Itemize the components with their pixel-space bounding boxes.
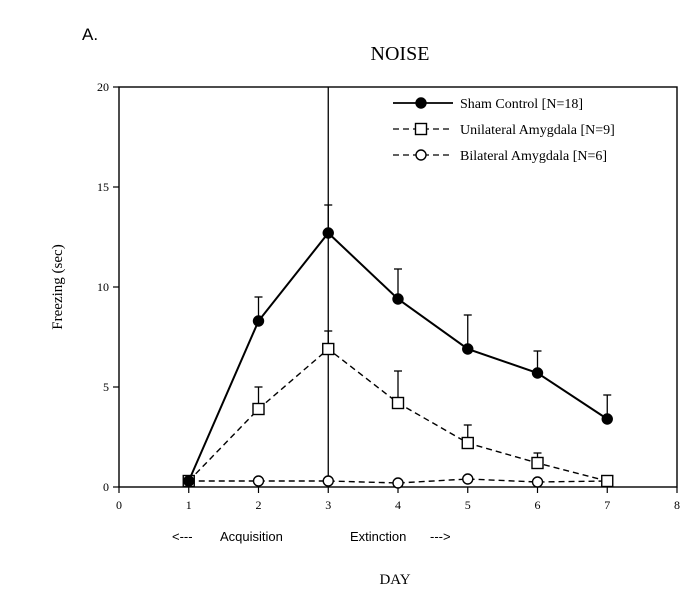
data-point-unilateral-amygdala <box>252 402 265 416</box>
data-point-unilateral-amygdala <box>601 474 614 488</box>
y-tick-label: 0 <box>103 480 109 494</box>
legend-label-bilateral-amygdala: Bilateral Amygdala [N=6] <box>460 149 607 164</box>
legend-label-unilateral-amygdala: Unilateral Amygdala [N=9] <box>460 123 615 138</box>
data-point-sham-control <box>531 367 544 379</box>
x-tick-label: 4 <box>395 498 401 512</box>
data-point-bilateral-amygdala <box>252 475 265 487</box>
y-tick-label: 15 <box>97 180 109 194</box>
plot-area: 0 1 2 3 4 5 6 7 8 0 5 10 15 20 <box>97 80 680 512</box>
y-axis-label: Freezing (sec) <box>50 244 66 329</box>
data-point-unilateral-amygdala <box>461 436 474 450</box>
data-point-sham-control <box>322 227 334 239</box>
data-point-sham-control <box>252 315 265 327</box>
axis-layer: 0 1 2 3 4 5 6 7 8 0 5 10 15 20 <box>97 80 680 512</box>
series-bilateral-amygdala <box>183 473 613 489</box>
series-unilateral-amygdala <box>182 330 614 488</box>
y-tick-label: 5 <box>103 380 109 394</box>
legend-entry-bilateral-amygdala: Bilateral Amygdala [N=6] <box>393 149 607 164</box>
legend-entry-sham-control: Sham Control [N=18] <box>393 97 583 112</box>
phase-left-arrow: <--- <box>172 529 193 544</box>
chart-title: NOISE <box>371 43 430 65</box>
phase-right-arrow: ---> <box>430 529 451 544</box>
data-point-bilateral-amygdala <box>462 473 474 485</box>
x-tick-label: 6 <box>535 498 541 512</box>
x-axis-label: DAY <box>379 572 410 588</box>
data-point-bilateral-amygdala <box>322 475 334 487</box>
data-point-bilateral-amygdala <box>392 477 404 489</box>
legend: Sham Control [N=18] Unilateral Amygdala [… <box>393 97 615 164</box>
legend-marker-sham-control <box>415 97 427 109</box>
y-tick-label: 20 <box>97 80 109 94</box>
data-point-sham-control <box>392 293 404 305</box>
legend-marker-unilateral-amygdala <box>414 122 428 136</box>
series-sham-control <box>183 204 613 487</box>
data-point-unilateral-amygdala <box>531 456 544 470</box>
phase-acquisition-label: Acquisition <box>220 529 283 544</box>
legend-entry-unilateral-amygdala: Unilateral Amygdala [N=9] <box>393 122 615 138</box>
phase-extinction-label: Extinction <box>350 529 406 544</box>
series-line-unilateral-amygdala <box>188 348 608 482</box>
legend-marker-bilateral-amygdala <box>415 149 427 161</box>
x-tick-label: 0 <box>116 498 122 512</box>
data-point-bilateral-amygdala <box>531 476 544 488</box>
data-point-sham-control <box>183 475 195 487</box>
data-point-unilateral-amygdala <box>391 396 405 410</box>
panel-label: A. <box>82 25 98 44</box>
legend-label-sham-control: Sham Control [N=18] <box>460 97 583 112</box>
x-tick-label: 5 <box>465 498 471 512</box>
phase-labels: <--- Acquisition Extinction ---> <box>172 529 451 544</box>
x-tick-label: 2 <box>256 498 262 512</box>
data-point-unilateral-amygdala <box>322 342 335 356</box>
x-tick-label: 3 <box>325 498 331 512</box>
x-tick-label: 1 <box>186 498 192 512</box>
x-tick-label: 7 <box>604 498 610 512</box>
data-point-sham-control <box>601 413 613 425</box>
series-layer <box>182 204 614 489</box>
data-point-sham-control <box>462 343 474 355</box>
y-tick-label: 10 <box>97 280 109 294</box>
x-tick-label: 8 <box>674 498 680 512</box>
